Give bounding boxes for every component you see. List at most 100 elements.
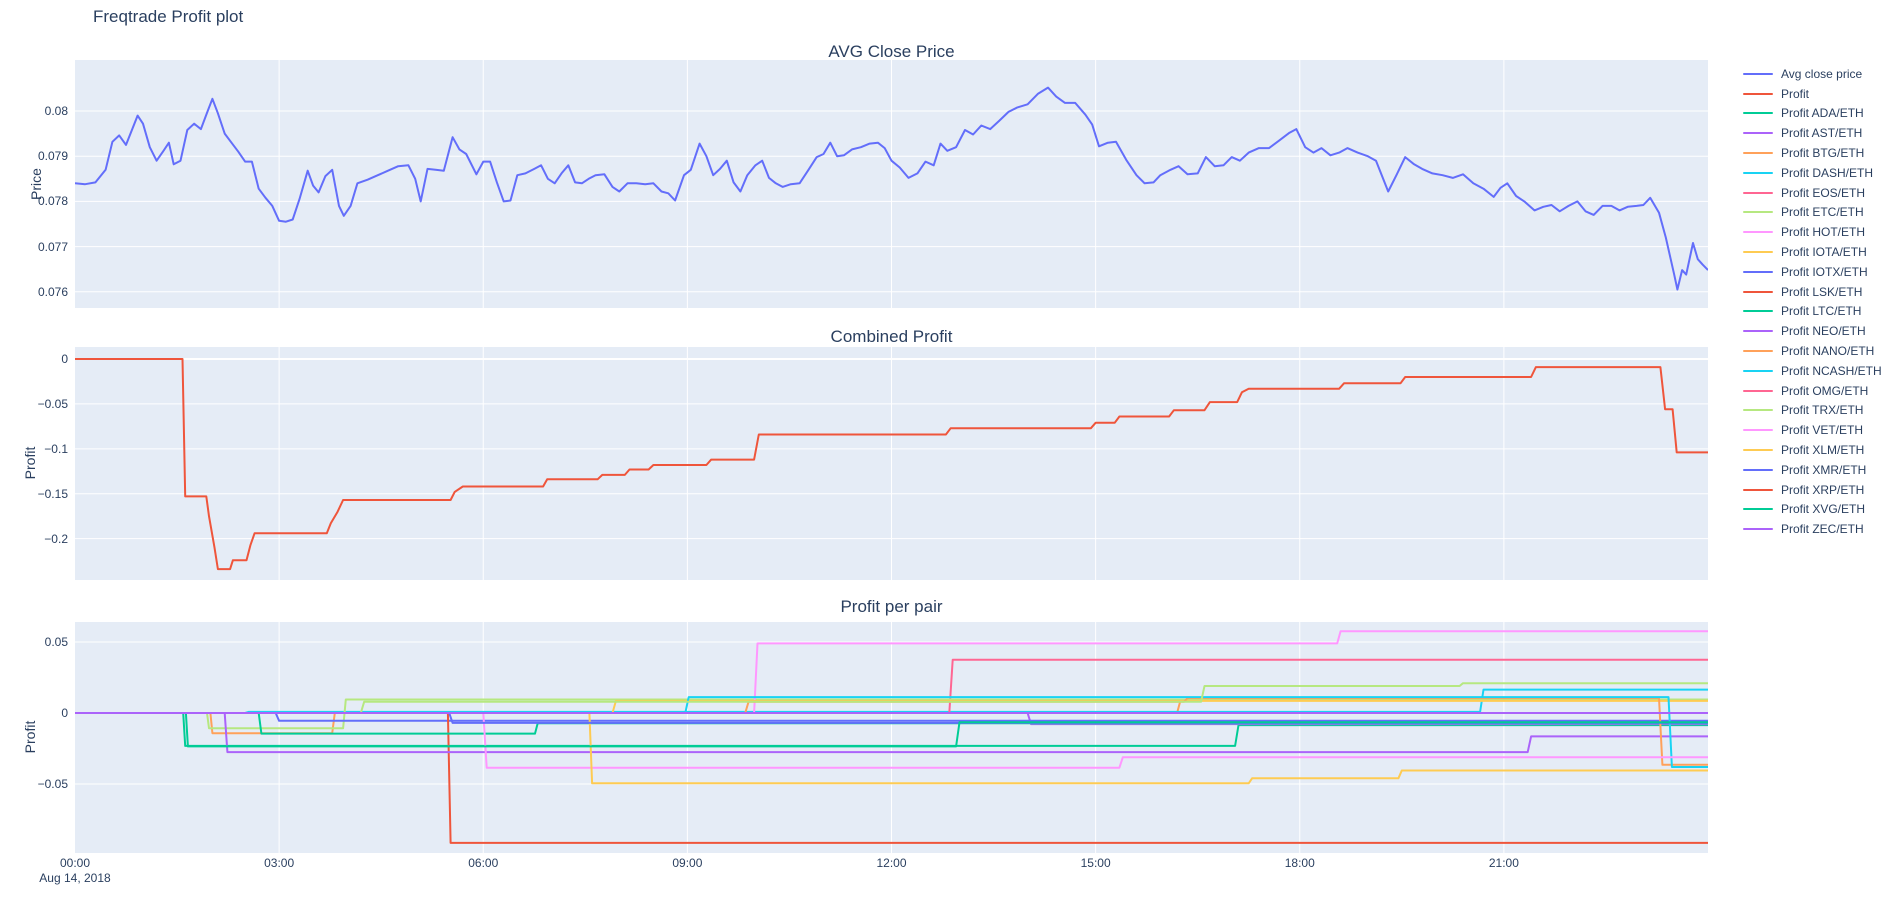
x-axis-date-label: Aug 14, 2018 — [39, 871, 111, 885]
legend-item-profit-hot-eth[interactable]: Profit HOT/ETH — [1743, 222, 1882, 242]
legend-label: Profit VET/ETH — [1781, 423, 1864, 438]
subplot-title-profit-per-pair: Profit per pair — [840, 597, 943, 616]
legend-item-profit-iota-eth[interactable]: Profit IOTA/ETH — [1743, 242, 1882, 262]
legend-label: Profit LSK/ETH — [1781, 284, 1863, 299]
series-line-profit-xlm-eth[interactable] — [75, 712, 1708, 785]
legend-line-swatch — [1743, 270, 1773, 273]
legend-item-profit-lsk-eth[interactable]: Profit LSK/ETH — [1743, 282, 1882, 302]
legend-item-profit-neo-eth[interactable]: Profit NEO/ETH — [1743, 321, 1882, 341]
legend-label: Profit IOTA/ETH — [1781, 245, 1867, 260]
y-tick-label: 0.08 — [44, 104, 68, 119]
legend-item-profit-xlm-eth[interactable]: Profit XLM/ETH — [1743, 440, 1882, 460]
legend-item-profit-nano-eth[interactable]: Profit NANO/ETH — [1743, 341, 1882, 361]
legend-item-profit-omg-eth[interactable]: Profit OMG/ETH — [1743, 381, 1882, 401]
legend-label: Profit ETC/ETH — [1781, 205, 1864, 220]
y-tick-label: 0.077 — [37, 239, 68, 254]
legend-label: Profit TRX/ETH — [1781, 403, 1864, 418]
legend-line-swatch — [1743, 211, 1773, 214]
legend-label: Profit XMR/ETH — [1781, 462, 1867, 477]
legend-label: Avg close price — [1781, 66, 1863, 81]
legend-item-profit-btg-eth[interactable]: Profit BTG/ETH — [1743, 143, 1882, 163]
legend-label: Profit AST/ETH — [1781, 126, 1863, 141]
legend-item-profit-ncash-eth[interactable]: Profit NCASH/ETH — [1743, 361, 1882, 381]
y-tick-label: 0 — [61, 352, 68, 367]
legend-item-profit-xmr-eth[interactable]: Profit XMR/ETH — [1743, 460, 1882, 480]
legend-item-profit-vet-eth[interactable]: Profit VET/ETH — [1743, 420, 1882, 440]
legend-line-swatch — [1743, 409, 1773, 412]
legend-line-swatch — [1743, 290, 1773, 293]
series-line-profit[interactable] — [75, 358, 1708, 571]
y-tick-label: −0.05 — [37, 396, 68, 411]
legend-label: Profit ADA/ETH — [1781, 106, 1864, 121]
y-tick-label: 0 — [61, 706, 68, 720]
series-line-profit-nano-eth[interactable] — [75, 697, 1708, 766]
subplot-title-avg-close-price: AVG Close Price — [828, 42, 955, 61]
legend-label: Profit HOT/ETH — [1781, 225, 1866, 240]
legend-item-profit-xvg-eth[interactable]: Profit XVG/ETH — [1743, 500, 1882, 520]
legend-label: Profit NEO/ETH — [1781, 324, 1866, 339]
y-tick-label: −0.1 — [44, 441, 68, 456]
legend-item-profit-zec-eth[interactable]: Profit ZEC/ETH — [1743, 519, 1882, 539]
legend-line-swatch — [1743, 112, 1773, 115]
legend-line-swatch — [1743, 191, 1773, 194]
legend-item-profit-xrp-eth[interactable]: Profit XRP/ETH — [1743, 480, 1882, 500]
legend-item-profit-trx-eth[interactable]: Profit TRX/ETH — [1743, 401, 1882, 421]
legend-line-swatch — [1743, 449, 1773, 452]
series-line-profit-trx-eth[interactable] — [75, 682, 1708, 714]
chart-legend: Avg close price Profit Profit ADA/ETH Profi… — [1743, 64, 1882, 539]
y-axis-title-profit-2: Profit — [22, 720, 38, 754]
legend-line-swatch — [1743, 132, 1773, 135]
y-tick-label: 0.076 — [37, 284, 68, 299]
x-tick-label: 09:00 — [672, 856, 703, 870]
legend-item-profit-etc-eth[interactable]: Profit ETC/ETH — [1743, 203, 1882, 223]
legend-line-swatch — [1743, 468, 1773, 471]
x-tick-label: 03:00 — [264, 856, 295, 870]
legend-item-profit-eos-eth[interactable]: Profit EOS/ETH — [1743, 183, 1882, 203]
legend-label: Profit LTC/ETH — [1781, 304, 1862, 319]
y-tick-label: −0.05 — [37, 776, 68, 791]
legend-line-swatch — [1743, 488, 1773, 491]
x-tick-label: 18:00 — [1284, 856, 1315, 870]
x-tick-label: 21:00 — [1488, 856, 1519, 870]
legend-line-swatch — [1743, 92, 1773, 95]
legend-line-swatch — [1743, 508, 1773, 511]
legend-label: Profit DASH/ETH — [1781, 165, 1874, 180]
y-tick-label: 0.078 — [37, 194, 68, 209]
y-tick-label: 0.079 — [37, 149, 68, 164]
legend-line-swatch — [1743, 310, 1773, 313]
legend-label: Profit XVG/ETH — [1781, 502, 1866, 517]
page-title: Freqtrade Profit plot — [93, 7, 244, 26]
legend-label: Profit — [1781, 86, 1810, 101]
plot-area-avg-close-price[interactable] — [75, 60, 1708, 308]
legend-line-swatch — [1743, 251, 1773, 254]
x-tick-label: 00:00 — [59, 856, 91, 870]
legend-item-profit-iotx-eth[interactable]: Profit IOTX/ETH — [1743, 262, 1882, 282]
legend-label: Profit OMG/ETH — [1781, 383, 1869, 398]
legend-label: Profit XLM/ETH — [1781, 443, 1865, 458]
legend-line-swatch — [1743, 72, 1773, 75]
legend-label: Profit BTG/ETH — [1781, 146, 1865, 161]
legend-line-swatch — [1743, 369, 1773, 372]
series-line-avg-close-price[interactable] — [75, 86, 1708, 291]
legend-label: Profit NANO/ETH — [1781, 344, 1875, 359]
legend-item-profit-dash-eth[interactable]: Profit DASH/ETH — [1743, 163, 1882, 183]
plot-area-combined-profit[interactable] — [75, 347, 1708, 580]
legend-line-swatch — [1743, 389, 1773, 392]
legend-label: Profit IOTX/ETH — [1781, 264, 1868, 279]
x-tick-label: 06:00 — [468, 856, 499, 870]
legend-line-swatch — [1743, 429, 1773, 432]
legend-item-avg-close-price[interactable]: Avg close price — [1743, 64, 1882, 84]
legend-label: Profit XRP/ETH — [1781, 482, 1865, 497]
legend-line-swatch — [1743, 528, 1773, 531]
legend-item-profit[interactable]: Profit — [1743, 84, 1882, 104]
legend-item-profit-ada-eth[interactable]: Profit ADA/ETH — [1743, 104, 1882, 124]
legend-label: Profit ZEC/ETH — [1781, 522, 1864, 537]
plot-area-profit-per-pair[interactable] — [75, 622, 1708, 853]
legend-item-profit-ltc-eth[interactable]: Profit LTC/ETH — [1743, 302, 1882, 322]
legend-line-swatch — [1743, 231, 1773, 234]
subplot-title-combined-profit: Combined Profit — [830, 327, 953, 346]
legend-line-swatch — [1743, 330, 1773, 333]
legend-item-profit-ast-eth[interactable]: Profit AST/ETH — [1743, 123, 1882, 143]
